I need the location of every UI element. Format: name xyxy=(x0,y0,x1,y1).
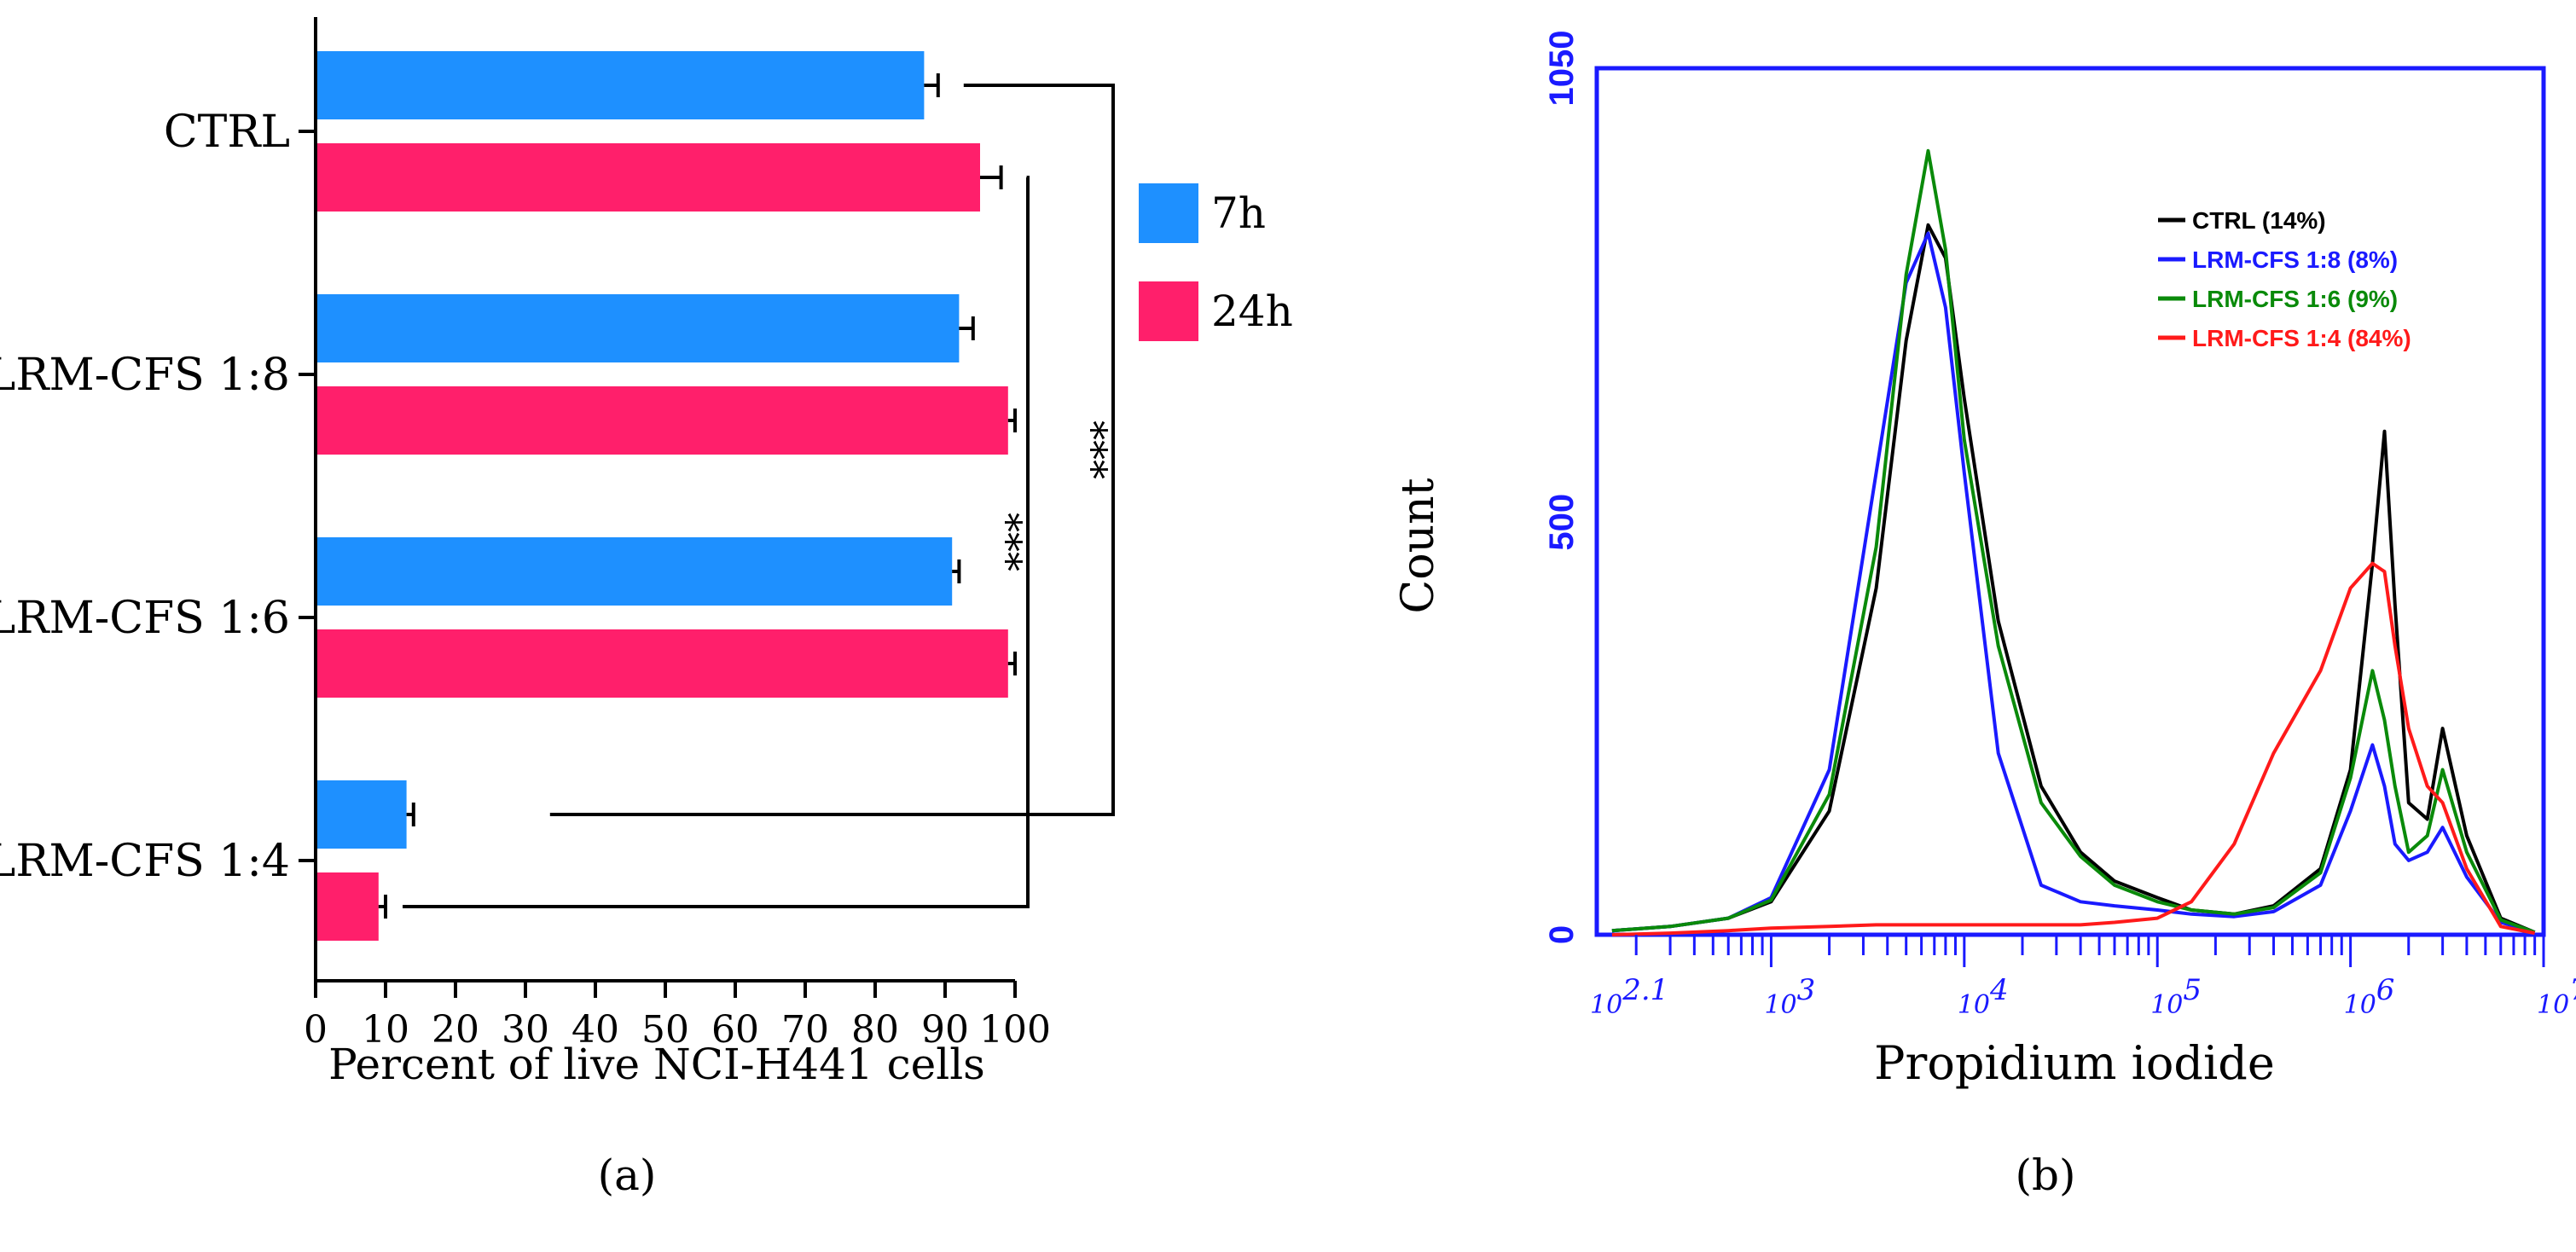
curve-ctrl-14- xyxy=(1611,223,2536,934)
histogram-x-axis-label: Propidium iodide xyxy=(1874,1036,2275,1090)
x-tick-label: 103 xyxy=(1764,973,1815,1020)
x-tick-label: 50 xyxy=(641,1008,689,1052)
curve-lrm-cfs-1-8-8- xyxy=(1611,231,2536,935)
histogram-y-axis-label: Count xyxy=(1393,478,1444,613)
x-tick-label: 70 xyxy=(781,1008,829,1052)
bar-24h-lrm-cfs-1-6 xyxy=(316,629,1008,698)
legend-label-24h: 24h xyxy=(1211,287,1293,336)
significance-brackets: *** *** xyxy=(403,84,1116,908)
panel-b-label: (b) xyxy=(2015,1151,2075,1200)
legend-swatch-7h xyxy=(1139,183,1198,243)
legend-label-7h: 7h xyxy=(1211,188,1266,238)
error-bars-group xyxy=(378,73,1017,919)
bar-7h-ctrl xyxy=(316,51,925,119)
x-tick-label: 105 xyxy=(2150,973,2202,1020)
panel-a-legend: 7h 24h xyxy=(1139,183,1293,341)
bar-7h-lrm-cfs-1-8 xyxy=(316,294,960,362)
category-labels-group: CTRL LRM-CFS 1:8 LRM-CFS 1:6 LRM-CFS 1:4 xyxy=(0,107,290,887)
x-tick-label: 107 xyxy=(2537,973,2576,1020)
bar-7h-lrm-cfs-1-4 xyxy=(316,780,407,849)
x-tick-label: 30 xyxy=(502,1008,549,1052)
category-label: CTRL xyxy=(164,107,290,158)
significance-label: *** xyxy=(984,513,1030,571)
category-label: LRM-CFS 1:4 xyxy=(0,836,290,887)
legend-swatch-24h xyxy=(1139,281,1198,341)
legend-label: LRM-CFS 1:4 (84%) xyxy=(2192,325,2411,351)
x-tick-label: 40 xyxy=(571,1008,619,1052)
legend-label: LRM-CFS 1:8 (8%) xyxy=(2192,246,2398,273)
significance-bracket xyxy=(403,176,1030,908)
y-tick-label: 1050 xyxy=(1543,31,1581,107)
x-tick-label: 80 xyxy=(851,1008,899,1052)
legend-label: CTRL (14%) xyxy=(2192,207,2326,234)
category-label: LRM-CFS 1:8 xyxy=(0,350,290,401)
panel-a-bar-chart: 0 10 20 30 40 50 60 70 80 90 100 CTRL LRM-CFS 1:8 LR… xyxy=(0,17,1293,1200)
histogram-curves xyxy=(1611,148,2536,936)
category-label: LRM-CFS 1:6 xyxy=(0,593,290,644)
bar-24h-ctrl xyxy=(316,143,980,212)
x-tick-label: 102.1 xyxy=(1590,973,1668,1020)
x-tick-label: 106 xyxy=(2344,973,2395,1020)
histogram-plot-frame xyxy=(1594,66,2546,937)
curve-lrm-cfs-1-6-9- xyxy=(1611,148,2536,934)
x-tick-label: 90 xyxy=(921,1008,969,1052)
panel-a-x-axis-label: Percent of live NCI-H441 cells xyxy=(328,1040,985,1089)
legend-label: LRM-CFS 1:6 (9%) xyxy=(2192,286,2398,312)
histogram-log-ticks: 102.1 103 104 105 106 107 xyxy=(1590,935,2576,1020)
significance-label: *** xyxy=(1070,420,1116,479)
x-tick-label: 100 xyxy=(979,1008,1051,1052)
y-tick-label: 500 xyxy=(1543,494,1581,551)
panel-b-histogram: 102.1 103 104 105 106 107 0 500 1050 CTRL (14%)… xyxy=(1393,31,2576,1200)
bar-24h-lrm-cfs-1-4 xyxy=(316,872,379,941)
bar-24h-lrm-cfs-1-8 xyxy=(316,386,1008,455)
x-ticks-group: 0 10 20 30 40 50 60 70 80 90 100 xyxy=(304,981,1051,1052)
bar-7h-lrm-cfs-1-6 xyxy=(316,537,953,606)
histogram-legend: CTRL (14%) LRM-CFS 1:8 (8%) LRM-CFS 1:6 (9… xyxy=(2158,207,2411,351)
x-tick-label: 104 xyxy=(1958,973,2009,1020)
x-tick-label: 0 xyxy=(304,1008,328,1052)
x-tick-label: 10 xyxy=(362,1008,409,1052)
bars-group xyxy=(316,51,1008,941)
curve-lrm-cfs-1-4-84- xyxy=(1611,561,2535,936)
x-tick-label: 20 xyxy=(432,1008,479,1052)
y-tick-label: 0 xyxy=(1543,925,1581,944)
x-tick-label: 60 xyxy=(711,1008,759,1052)
panel-a-label: (a) xyxy=(598,1151,657,1200)
histogram-y-ticks: 0 500 1050 xyxy=(1543,31,1581,945)
significance-bracket xyxy=(549,84,1115,816)
